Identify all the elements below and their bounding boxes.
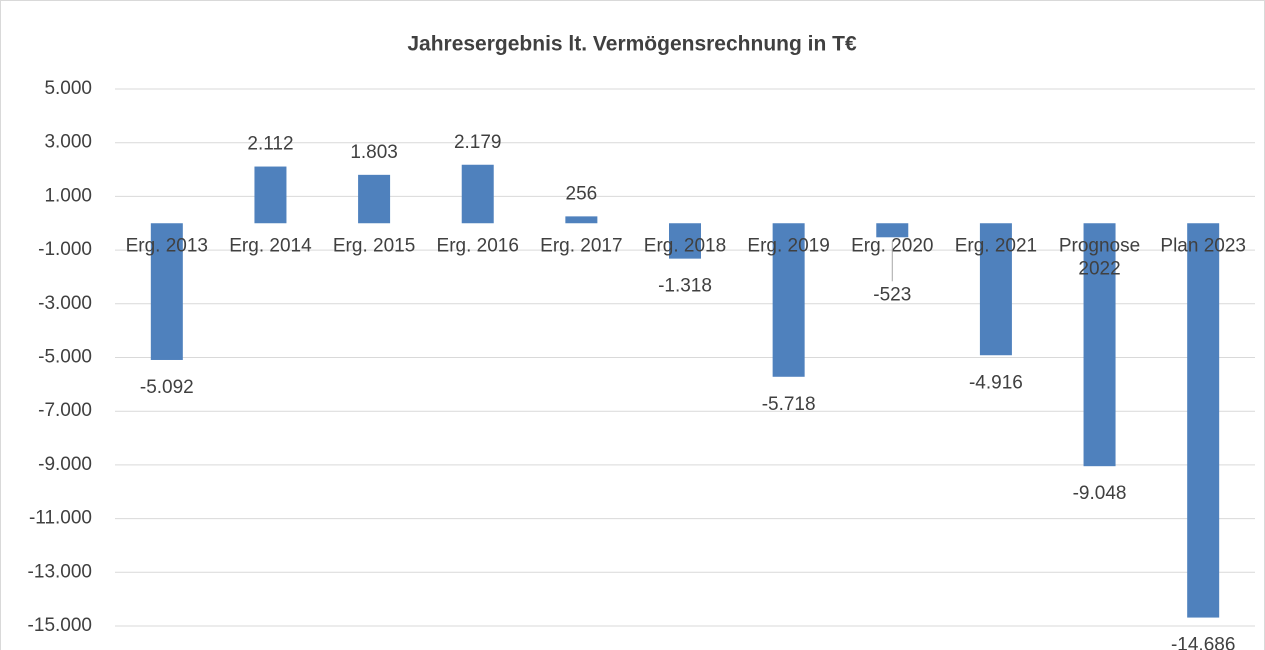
bar bbox=[1187, 223, 1220, 618]
x-tick-label: Erg. 2018 bbox=[644, 235, 726, 256]
chart-title: Jahresergebnis lt. Vermögensrechnung in … bbox=[407, 33, 857, 56]
y-tick-label: -15.000 bbox=[28, 615, 92, 636]
y-tick-label: 5.000 bbox=[44, 78, 92, 99]
bar bbox=[150, 223, 183, 360]
y-tick-label: -7.000 bbox=[38, 400, 92, 421]
data-label: 2.112 bbox=[247, 134, 293, 155]
x-tick-label: Erg. 2016 bbox=[437, 235, 519, 256]
y-tick-label: 1.000 bbox=[44, 185, 92, 206]
bar bbox=[876, 223, 909, 238]
bar bbox=[669, 223, 701, 259]
y-tick-label: -13.000 bbox=[28, 561, 92, 582]
bar bbox=[254, 166, 287, 224]
bar bbox=[565, 216, 598, 224]
y-tick-label: -5.000 bbox=[38, 347, 92, 368]
data-label: 2.179 bbox=[454, 132, 502, 153]
y-tick-label: -1.000 bbox=[38, 239, 92, 260]
x-tick-label: Erg. 2021 bbox=[955, 235, 1037, 256]
bar bbox=[461, 164, 494, 224]
data-label: -1.318 bbox=[658, 276, 712, 297]
x-tick-label: Erg. 2014 bbox=[229, 235, 312, 256]
data-label: -14.686 bbox=[1171, 635, 1235, 650]
data-label: -5.092 bbox=[140, 377, 194, 398]
data-label: 1.803 bbox=[350, 142, 398, 163]
data-label: -4.916 bbox=[969, 372, 1023, 393]
x-tick-label: Plan 2023 bbox=[1160, 235, 1246, 256]
y-tick-label: -3.000 bbox=[38, 293, 92, 314]
data-label: -5.718 bbox=[762, 394, 816, 415]
bar bbox=[358, 174, 391, 224]
x-tick-label: Erg. 2013 bbox=[126, 235, 208, 256]
x-tick-label: Erg. 2017 bbox=[540, 235, 622, 256]
bar bbox=[979, 223, 1012, 356]
y-tick-label: -11.000 bbox=[29, 508, 92, 529]
data-label: 256 bbox=[566, 183, 598, 204]
x-tick-label: Erg. 2019 bbox=[747, 235, 829, 256]
bar bbox=[772, 223, 805, 377]
bar bbox=[1083, 223, 1116, 467]
data-label: -523 bbox=[873, 284, 911, 305]
y-tick-label: -9.000 bbox=[38, 454, 92, 475]
x-tick-label: Prognose 2022 bbox=[1059, 235, 1140, 279]
y-tick-label: 3.000 bbox=[44, 132, 92, 153]
x-tick-label: Erg. 2015 bbox=[333, 235, 415, 256]
data-label: -9.048 bbox=[1073, 483, 1127, 504]
